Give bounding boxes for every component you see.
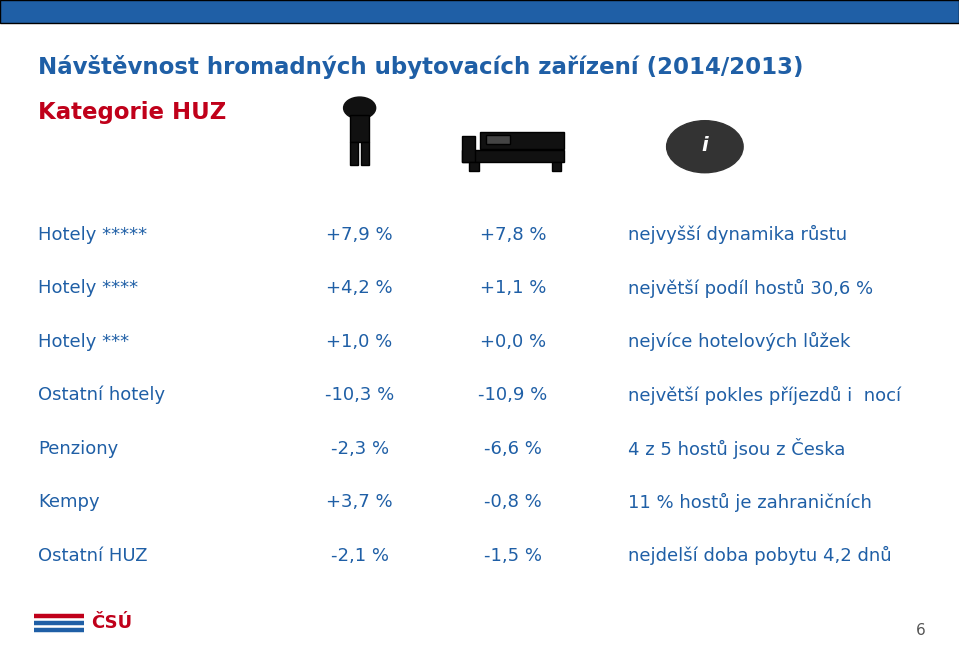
FancyBboxPatch shape (0, 0, 959, 23)
Text: ČSÚ: ČSÚ (91, 614, 132, 632)
Text: největší podíl hostů 30,6 %: největší podíl hostů 30,6 % (628, 278, 874, 298)
Text: největší pokles příjezdů i  nocí: největší pokles příjezdů i nocí (628, 385, 901, 405)
Text: 6: 6 (916, 623, 925, 638)
Text: Penziony: Penziony (38, 439, 119, 458)
Text: +0,0 %: +0,0 % (480, 333, 546, 351)
FancyBboxPatch shape (462, 151, 564, 162)
FancyBboxPatch shape (480, 132, 564, 149)
Text: +4,2 %: +4,2 % (326, 279, 393, 297)
Text: 11 % hostů je zahraničních: 11 % hostů je zahraničních (628, 492, 872, 512)
FancyBboxPatch shape (362, 142, 369, 166)
Text: -2,3 %: -2,3 % (331, 439, 388, 458)
Circle shape (343, 97, 376, 119)
Text: -10,9 %: -10,9 % (479, 386, 548, 404)
FancyBboxPatch shape (552, 162, 561, 171)
Text: -2,1 %: -2,1 % (331, 546, 388, 565)
FancyBboxPatch shape (486, 136, 510, 144)
Text: Návštěvnost hromadných ubytovacích zařízení (2014/2013): Návštěvnost hromadných ubytovacích zaříz… (38, 55, 804, 80)
Text: +1,1 %: +1,1 % (480, 279, 547, 297)
Text: Ostatní HUZ: Ostatní HUZ (38, 546, 148, 565)
Text: nejdelší doba pobytu 4,2 dnů: nejdelší doba pobytu 4,2 dnů (628, 546, 892, 565)
Text: nejvíce hotelových lůžek: nejvíce hotelových lůžek (628, 332, 851, 351)
Text: +3,7 %: +3,7 % (326, 493, 393, 511)
FancyBboxPatch shape (350, 115, 369, 142)
Text: Ostatní hotely: Ostatní hotely (38, 386, 166, 404)
Text: +1,0 %: +1,0 % (326, 333, 393, 351)
Text: -0,8 %: -0,8 % (484, 493, 542, 511)
Text: Kempy: Kempy (38, 493, 100, 511)
Text: 4 z 5 hostů jsou z Česka: 4 z 5 hostů jsou z Česka (628, 438, 846, 459)
Text: i: i (702, 136, 708, 155)
Text: Kategorie HUZ: Kategorie HUZ (38, 101, 226, 124)
FancyBboxPatch shape (469, 162, 479, 171)
Text: nejvyšší dynamika růstu: nejvyšší dynamika růstu (628, 225, 847, 244)
Text: Hotely ****: Hotely **** (38, 279, 138, 297)
Text: +7,9 %: +7,9 % (326, 226, 393, 244)
Text: -6,6 %: -6,6 % (484, 439, 542, 458)
Text: +7,8 %: +7,8 % (480, 226, 547, 244)
FancyBboxPatch shape (462, 136, 476, 162)
Circle shape (667, 121, 743, 173)
Text: -10,3 %: -10,3 % (325, 386, 394, 404)
Text: Hotely *****: Hotely ***** (38, 226, 148, 244)
Text: -1,5 %: -1,5 % (484, 546, 542, 565)
FancyBboxPatch shape (350, 142, 358, 166)
Text: Hotely ***: Hotely *** (38, 333, 129, 351)
